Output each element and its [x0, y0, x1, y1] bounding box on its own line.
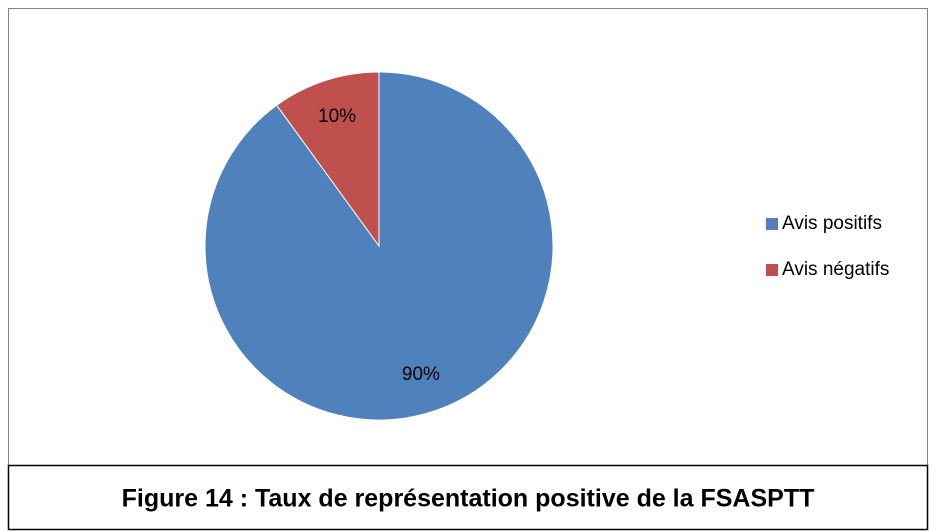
legend-swatch	[766, 264, 778, 276]
legend-label: Avis positifs	[782, 213, 882, 234]
caption-frame	[7, 464, 929, 531]
legend-label: Avis négatifs	[782, 259, 889, 280]
caption: Figure 14 : Taux de représentation posit…	[122, 485, 815, 513]
data-label: 10%	[318, 106, 356, 127]
pie-slice	[276, 71, 380, 248]
data-label: 90%	[402, 364, 440, 385]
legend-swatch	[766, 218, 778, 230]
